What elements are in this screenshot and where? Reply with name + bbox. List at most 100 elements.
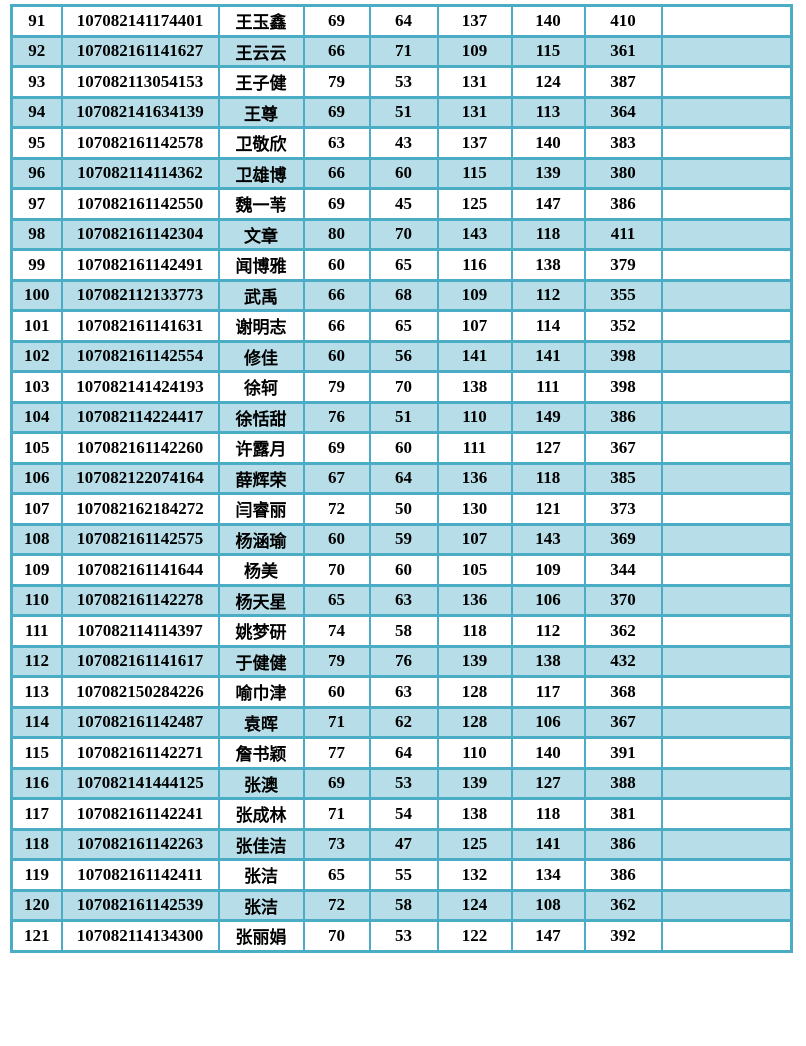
- cell-score-2[interactable]: 60: [368, 156, 439, 190]
- cell-score-4[interactable]: 139: [510, 156, 586, 190]
- cell-remark[interactable]: [660, 248, 793, 282]
- cell-row-number[interactable]: 104: [10, 400, 63, 434]
- cell-total-score[interactable]: 362: [583, 614, 663, 648]
- cell-score-1[interactable]: 69: [302, 95, 371, 129]
- cell-score-1[interactable]: 63: [302, 126, 371, 160]
- cell-score-3[interactable]: 115: [436, 156, 513, 190]
- cell-student-name[interactable]: 张澳: [217, 766, 305, 800]
- cell-row-number[interactable]: 99: [10, 248, 63, 282]
- cell-remark[interactable]: [660, 919, 793, 953]
- cell-remark[interactable]: [660, 278, 793, 312]
- cell-score-1[interactable]: 60: [302, 675, 371, 709]
- cell-score-1[interactable]: 79: [302, 644, 371, 678]
- cell-total-score[interactable]: 386: [583, 858, 663, 892]
- cell-remark[interactable]: [660, 156, 793, 190]
- cell-score-4[interactable]: 112: [510, 278, 586, 312]
- cell-total-score[interactable]: 344: [583, 553, 663, 587]
- cell-remark[interactable]: [660, 126, 793, 160]
- cell-row-number[interactable]: 92: [10, 34, 63, 68]
- cell-student-name[interactable]: 杨涵瑜: [217, 522, 305, 556]
- cell-remark[interactable]: [660, 827, 793, 861]
- cell-remark[interactable]: [660, 766, 793, 800]
- cell-total-score[interactable]: 386: [583, 400, 663, 434]
- cell-row-number[interactable]: 96: [10, 156, 63, 190]
- cell-remark[interactable]: [660, 34, 793, 68]
- cell-student-name[interactable]: 于健健: [217, 644, 305, 678]
- cell-score-2[interactable]: 55: [368, 858, 439, 892]
- cell-score-2[interactable]: 71: [368, 34, 439, 68]
- cell-total-score[interactable]: 379: [583, 248, 663, 282]
- cell-total-score[interactable]: 391: [583, 736, 663, 770]
- cell-score-2[interactable]: 60: [368, 431, 439, 465]
- cell-score-1[interactable]: 71: [302, 797, 371, 831]
- cell-score-2[interactable]: 51: [368, 95, 439, 129]
- cell-score-1[interactable]: 66: [302, 156, 371, 190]
- cell-row-number[interactable]: 102: [10, 339, 63, 373]
- cell-score-1[interactable]: 76: [302, 400, 371, 434]
- cell-score-2[interactable]: 43: [368, 126, 439, 160]
- cell-score-4[interactable]: 112: [510, 614, 586, 648]
- cell-score-1[interactable]: 70: [302, 919, 371, 953]
- cell-student-name[interactable]: 张丽娟: [217, 919, 305, 953]
- cell-score-3[interactable]: 130: [436, 492, 513, 526]
- cell-score-4[interactable]: 143: [510, 522, 586, 556]
- cell-score-3[interactable]: 131: [436, 65, 513, 99]
- cell-row-number[interactable]: 106: [10, 461, 63, 495]
- cell-score-3[interactable]: 128: [436, 705, 513, 739]
- cell-student-name[interactable]: 许露月: [217, 431, 305, 465]
- cell-remark[interactable]: [660, 339, 793, 373]
- cell-row-number[interactable]: 97: [10, 187, 63, 221]
- cell-exam-id[interactable]: 107082161142539: [60, 888, 220, 922]
- cell-student-name[interactable]: 姚梦研: [217, 614, 305, 648]
- cell-total-score[interactable]: 383: [583, 126, 663, 160]
- cell-score-3[interactable]: 136: [436, 461, 513, 495]
- cell-score-3[interactable]: 122: [436, 919, 513, 953]
- cell-score-4[interactable]: 106: [510, 705, 586, 739]
- cell-score-3[interactable]: 125: [436, 827, 513, 861]
- cell-score-3[interactable]: 107: [436, 309, 513, 343]
- cell-total-score[interactable]: 385: [583, 461, 663, 495]
- cell-score-1[interactable]: 69: [302, 431, 371, 465]
- cell-score-1[interactable]: 66: [302, 309, 371, 343]
- cell-student-name[interactable]: 魏一苇: [217, 187, 305, 221]
- cell-score-2[interactable]: 64: [368, 4, 439, 38]
- cell-score-1[interactable]: 80: [302, 217, 371, 251]
- cell-remark[interactable]: [660, 187, 793, 221]
- cell-exam-id[interactable]: 107082161142575: [60, 522, 220, 556]
- cell-score-4[interactable]: 147: [510, 187, 586, 221]
- cell-score-2[interactable]: 53: [368, 766, 439, 800]
- cell-remark[interactable]: [660, 888, 793, 922]
- cell-exam-id[interactable]: 107082161142491: [60, 248, 220, 282]
- cell-row-number[interactable]: 121: [10, 919, 63, 953]
- cell-score-1[interactable]: 77: [302, 736, 371, 770]
- cell-student-name[interactable]: 王尊: [217, 95, 305, 129]
- cell-score-1[interactable]: 69: [302, 4, 371, 38]
- cell-exam-id[interactable]: 107082161141627: [60, 34, 220, 68]
- cell-remark[interactable]: [660, 461, 793, 495]
- cell-score-4[interactable]: 114: [510, 309, 586, 343]
- cell-total-score[interactable]: 398: [583, 339, 663, 373]
- cell-score-3[interactable]: 138: [436, 797, 513, 831]
- cell-student-name[interactable]: 王子健: [217, 65, 305, 99]
- cell-row-number[interactable]: 113: [10, 675, 63, 709]
- cell-exam-id[interactable]: 107082114224417: [60, 400, 220, 434]
- cell-total-score[interactable]: 369: [583, 522, 663, 556]
- cell-student-name[interactable]: 徐轲: [217, 370, 305, 404]
- cell-row-number[interactable]: 114: [10, 705, 63, 739]
- cell-score-4[interactable]: 141: [510, 827, 586, 861]
- cell-row-number[interactable]: 111: [10, 614, 63, 648]
- cell-score-4[interactable]: 149: [510, 400, 586, 434]
- cell-row-number[interactable]: 117: [10, 797, 63, 831]
- cell-score-4[interactable]: 141: [510, 339, 586, 373]
- cell-score-4[interactable]: 140: [510, 4, 586, 38]
- cell-row-number[interactable]: 95: [10, 126, 63, 160]
- cell-remark[interactable]: [660, 644, 793, 678]
- cell-score-4[interactable]: 121: [510, 492, 586, 526]
- cell-score-4[interactable]: 127: [510, 766, 586, 800]
- cell-score-1[interactable]: 72: [302, 888, 371, 922]
- cell-score-4[interactable]: 140: [510, 736, 586, 770]
- cell-score-1[interactable]: 67: [302, 461, 371, 495]
- cell-exam-id[interactable]: 107082161141631: [60, 309, 220, 343]
- cell-score-2[interactable]: 45: [368, 187, 439, 221]
- cell-row-number[interactable]: 112: [10, 644, 63, 678]
